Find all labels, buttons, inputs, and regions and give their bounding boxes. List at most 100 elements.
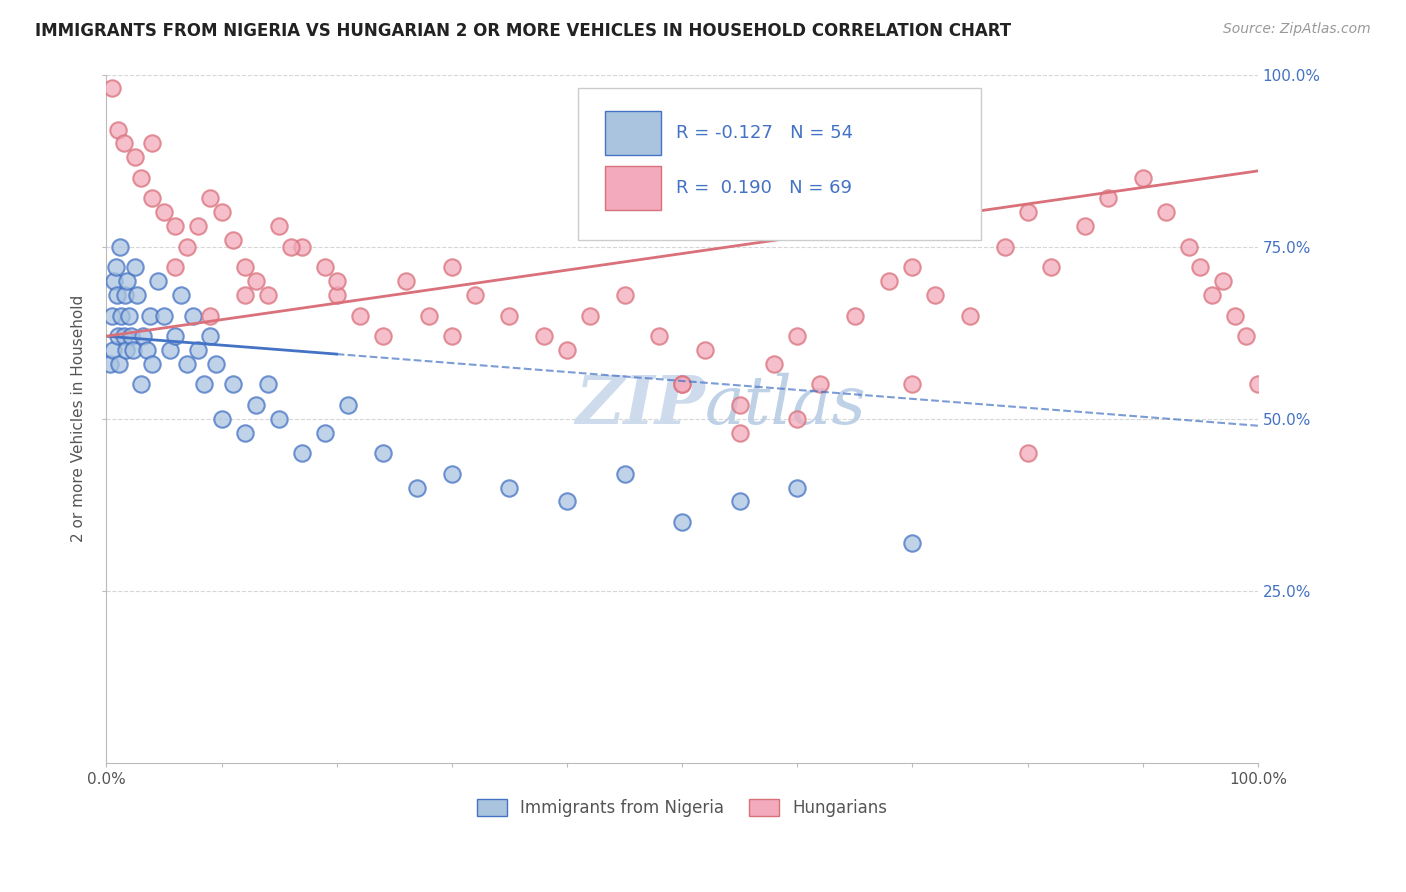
Point: [808, 377, 831, 392]
Point: [115, 274, 138, 288]
Text: atlas: atlas: [706, 373, 868, 438]
Point: [337, 398, 360, 412]
Point: [170, 288, 193, 302]
Point: [245, 398, 267, 412]
Point: [198, 191, 221, 205]
Text: ZIP: ZIP: [575, 373, 706, 438]
Point: [291, 240, 314, 254]
Point: [498, 309, 520, 323]
Point: [395, 274, 418, 288]
Point: [211, 412, 233, 426]
Point: [695, 343, 717, 357]
Point: [613, 467, 636, 481]
Point: [1247, 377, 1270, 392]
Point: [105, 288, 128, 302]
Point: [901, 535, 924, 549]
Point: [786, 412, 808, 426]
Point: [901, 377, 924, 392]
Point: [222, 233, 245, 247]
Point: [141, 357, 163, 371]
Point: [325, 288, 347, 302]
Point: [112, 136, 135, 151]
Point: [728, 494, 751, 508]
Point: [418, 309, 440, 323]
Point: [101, 81, 124, 95]
Point: [141, 136, 163, 151]
Point: [349, 309, 371, 323]
Point: [959, 309, 981, 323]
Point: [269, 412, 291, 426]
Point: [153, 309, 176, 323]
Point: [993, 240, 1015, 254]
Point: [233, 260, 256, 275]
Point: [112, 329, 135, 343]
Point: [1132, 170, 1154, 185]
Point: [440, 260, 463, 275]
Point: [107, 329, 129, 343]
Point: [110, 309, 132, 323]
Point: [613, 288, 636, 302]
Point: [233, 288, 256, 302]
Point: [924, 288, 946, 302]
Point: [256, 377, 278, 392]
Point: [129, 170, 152, 185]
Point: [165, 219, 187, 233]
Point: [555, 494, 578, 508]
Point: [124, 150, 146, 164]
Point: [181, 309, 204, 323]
Point: [187, 219, 209, 233]
Point: [671, 377, 693, 392]
Point: [165, 329, 187, 343]
Point: [1189, 260, 1212, 275]
Point: [280, 240, 302, 254]
Point: [671, 377, 693, 392]
Text: R =  0.190   N = 69: R = 0.190 N = 69: [676, 179, 852, 197]
Point: [176, 240, 198, 254]
Point: [314, 425, 336, 440]
Point: [844, 309, 866, 323]
Point: [132, 329, 155, 343]
Point: [879, 274, 901, 288]
Point: [127, 288, 149, 302]
Point: [103, 274, 125, 288]
Text: R = -0.127   N = 54: R = -0.127 N = 54: [676, 124, 853, 142]
Point: [141, 191, 163, 205]
Point: [464, 288, 486, 302]
Point: [269, 219, 291, 233]
FancyBboxPatch shape: [578, 88, 981, 240]
Point: [728, 398, 751, 412]
Y-axis label: 2 or more Vehicles in Household: 2 or more Vehicles in Household: [72, 295, 86, 542]
Point: [325, 274, 347, 288]
Point: [101, 309, 124, 323]
Point: [901, 260, 924, 275]
Point: [211, 205, 233, 219]
Point: [1177, 240, 1199, 254]
Point: [187, 343, 209, 357]
Point: [786, 329, 808, 343]
Point: [104, 260, 127, 275]
Point: [763, 357, 786, 371]
Point: [579, 309, 602, 323]
Point: [1097, 191, 1119, 205]
Point: [786, 481, 808, 495]
Point: [498, 481, 520, 495]
Point: [176, 357, 198, 371]
Point: [1039, 260, 1062, 275]
Point: [1154, 205, 1177, 219]
Point: [108, 357, 131, 371]
Point: [406, 481, 429, 495]
Point: [245, 274, 267, 288]
Point: [198, 309, 221, 323]
Point: [165, 260, 187, 275]
Point: [1017, 446, 1039, 460]
Legend: Immigrants from Nigeria, Hungarians: Immigrants from Nigeria, Hungarians: [470, 792, 894, 823]
Point: [107, 122, 129, 136]
Point: [204, 357, 226, 371]
FancyBboxPatch shape: [605, 166, 661, 211]
Point: [1234, 329, 1257, 343]
Point: [256, 288, 278, 302]
Point: [371, 446, 394, 460]
Point: [1074, 219, 1097, 233]
Point: [103, 343, 125, 357]
Point: [1017, 205, 1039, 219]
